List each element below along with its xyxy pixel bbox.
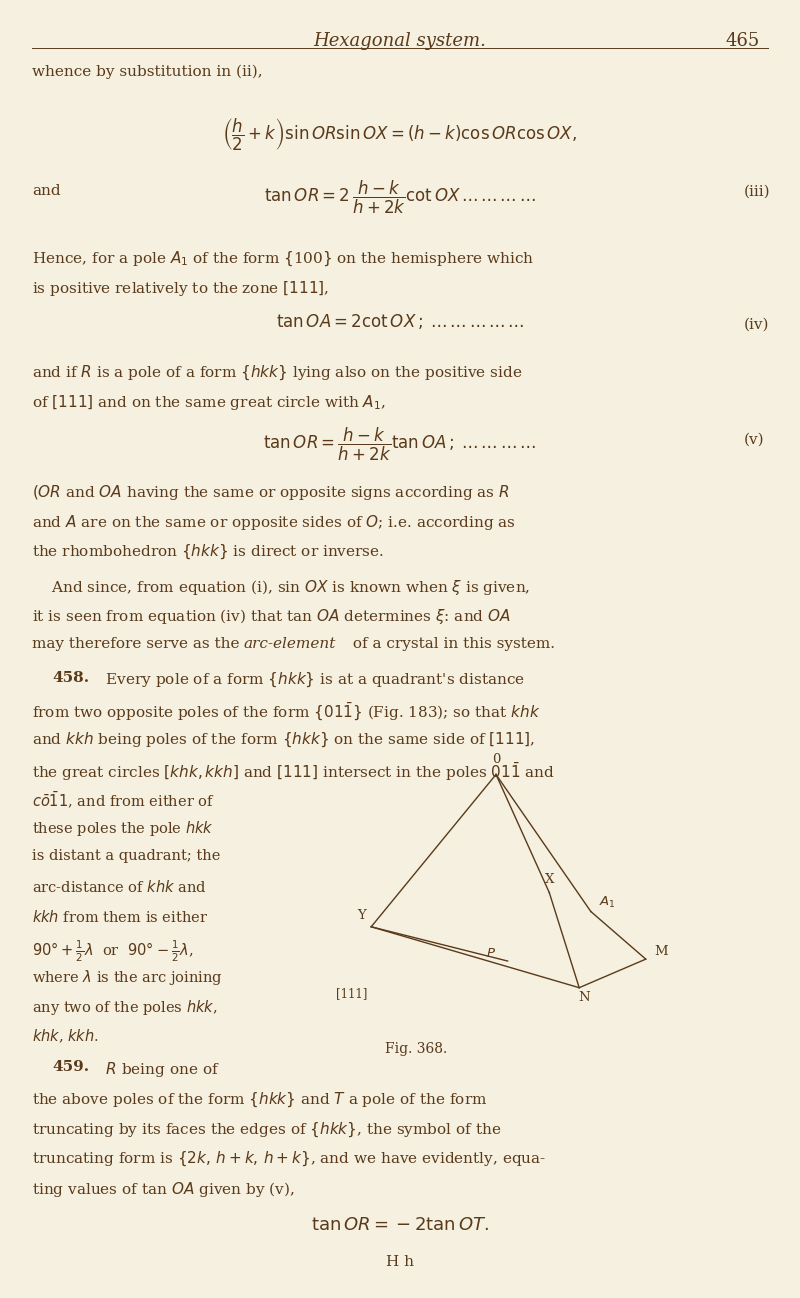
Text: these poles the pole $hkk$: these poles the pole $hkk$ bbox=[32, 819, 214, 839]
Text: Hexagonal system.: Hexagonal system. bbox=[314, 32, 486, 51]
Text: H h: H h bbox=[386, 1255, 414, 1269]
Text: Y: Y bbox=[357, 909, 366, 922]
Text: 458.: 458. bbox=[52, 671, 89, 685]
Text: of a crystal in this system.: of a crystal in this system. bbox=[348, 637, 555, 652]
Text: the great circles $[khk, kkh]$ and $[111]$ intersect in the poles $01\bar{1}$ an: the great circles $[khk, kkh]$ and $[111… bbox=[32, 761, 555, 783]
Text: (v): (v) bbox=[744, 432, 765, 447]
Text: and $kkh$ being poles of the form $\{hkk\}$ on the same side of $[111]$,: and $kkh$ being poles of the form $\{hkk… bbox=[32, 731, 535, 749]
Text: is positive relatively to the zone $[111]$,: is positive relatively to the zone $[111… bbox=[32, 279, 330, 299]
Text: truncating by its faces the edges of $\{hkk\}$, the symbol of the: truncating by its faces the edges of $\{… bbox=[32, 1120, 502, 1138]
Text: and if $R$ is a pole of a form $\{hkk\}$ lying also on the positive side: and if $R$ is a pole of a form $\{hkk\}$… bbox=[32, 363, 522, 382]
Text: 0: 0 bbox=[492, 753, 500, 766]
Text: [111]: [111] bbox=[335, 988, 367, 1001]
Text: (iv): (iv) bbox=[744, 318, 770, 332]
Text: X: X bbox=[545, 874, 554, 887]
Text: truncating form is $\{2k,\,h+k,\,h+k\}$, and we have evidently, equa-: truncating form is $\{2k,\,h+k,\,h+k\}$,… bbox=[32, 1150, 546, 1168]
Text: $\left(\dfrac{h}{2} + k\right)\sin OR\sin OX = (h-k)\cos OR\cos OX,$: $\left(\dfrac{h}{2} + k\right)\sin OR\si… bbox=[222, 117, 578, 153]
Text: 459.: 459. bbox=[52, 1060, 89, 1075]
Text: any two of the poles $hkk$,: any two of the poles $hkk$, bbox=[32, 998, 218, 1018]
Text: Fig. 368.: Fig. 368. bbox=[385, 1042, 447, 1057]
Text: N: N bbox=[578, 990, 590, 1005]
Text: the rhombohedron $\{hkk\}$ is direct or inverse.: the rhombohedron $\{hkk\}$ is direct or … bbox=[32, 543, 384, 561]
Text: And since, from equation (i), sin $OX$ is known when $\xi$ is given,: And since, from equation (i), sin $OX$ i… bbox=[32, 578, 530, 597]
Text: is distant a quadrant; the: is distant a quadrant; the bbox=[32, 849, 220, 863]
Text: 465: 465 bbox=[726, 32, 760, 51]
Text: $\tan OR = \dfrac{h-k}{h+2k}\tan OA\,;\;\ldots\,\ldots\,\ldots\,\ldots\,$: $\tan OR = \dfrac{h-k}{h+2k}\tan OA\,;\;… bbox=[263, 426, 537, 463]
Text: $R$ being one of: $R$ being one of bbox=[96, 1060, 220, 1080]
Text: $A_1$: $A_1$ bbox=[599, 894, 616, 910]
Text: $P$: $P$ bbox=[486, 948, 496, 961]
Text: of $[111]$ and on the same great circle with $A_1$,: of $[111]$ and on the same great circle … bbox=[32, 393, 386, 413]
Text: $\tan OA = 2\cot OX\,;\;\ldots\,\ldots\,\ldots\,\ldots\,\ldots\,$: $\tan OA = 2\cot OX\,;\;\ldots\,\ldots\,… bbox=[276, 312, 524, 331]
Text: and $A$ are on the same or opposite sides of $O$; i.e. according as: and $A$ are on the same or opposite side… bbox=[32, 513, 516, 532]
Text: Hence, for a pole $A_1$ of the form $\{$100$\}$ on the hemisphere which: Hence, for a pole $A_1$ of the form $\{$… bbox=[32, 249, 534, 267]
Text: and: and bbox=[32, 184, 61, 199]
Text: $\tan OR = -2\tan OT.$: $\tan OR = -2\tan OT.$ bbox=[311, 1216, 489, 1234]
Text: arc-element: arc-element bbox=[243, 637, 335, 652]
Text: $\tan OR = 2\,\dfrac{h-k}{h+2k}\cot OX\,\ldots\,\ldots\,\ldots\,\ldots\,$: $\tan OR = 2\,\dfrac{h-k}{h+2k}\cot OX\,… bbox=[264, 179, 536, 217]
Text: $(OR$ and $OA$ having the same or opposite signs according as $R$: $(OR$ and $OA$ having the same or opposi… bbox=[32, 483, 510, 502]
Text: arc-distance of $khk$ and: arc-distance of $khk$ and bbox=[32, 879, 206, 894]
Text: $khk$, $kkh$.: $khk$, $kkh$. bbox=[32, 1028, 99, 1045]
Text: it is seen from equation (iv) that tan $OA$ determines $\xi$: and $OA$: it is seen from equation (iv) that tan $… bbox=[32, 607, 511, 627]
Text: whence by substitution in (ii),: whence by substitution in (ii), bbox=[32, 65, 262, 79]
Text: ting values of tan $OA$ given by (v),: ting values of tan $OA$ given by (v), bbox=[32, 1180, 294, 1199]
Text: $c\bar{o}\bar{1}1$, and from either of: $c\bar{o}\bar{1}1$, and from either of bbox=[32, 789, 214, 810]
Text: M: M bbox=[654, 945, 667, 958]
Text: the above poles of the form $\{hkk\}$ and $T$ a pole of the form: the above poles of the form $\{hkk\}$ an… bbox=[32, 1090, 487, 1108]
Text: where $\lambda$ is the arc joining: where $\lambda$ is the arc joining bbox=[32, 968, 222, 988]
Text: from two opposite poles of the form $\{01\bar{1}\}$ (Fig. 183); so that $khk$: from two opposite poles of the form $\{0… bbox=[32, 701, 541, 723]
Text: $90°+\frac{1}{2}\lambda$  or  $90°-\frac{1}{2}\lambda$,: $90°+\frac{1}{2}\lambda$ or $90°-\frac{1… bbox=[32, 938, 194, 964]
Text: may therefore serve as the: may therefore serve as the bbox=[32, 637, 244, 652]
Text: Every pole of a form $\{hkk\}$ is at a quadrant's distance: Every pole of a form $\{hkk\}$ is at a q… bbox=[96, 671, 525, 689]
Text: (iii): (iii) bbox=[744, 184, 770, 199]
Text: $kkh$ from them is either: $kkh$ from them is either bbox=[32, 909, 208, 924]
